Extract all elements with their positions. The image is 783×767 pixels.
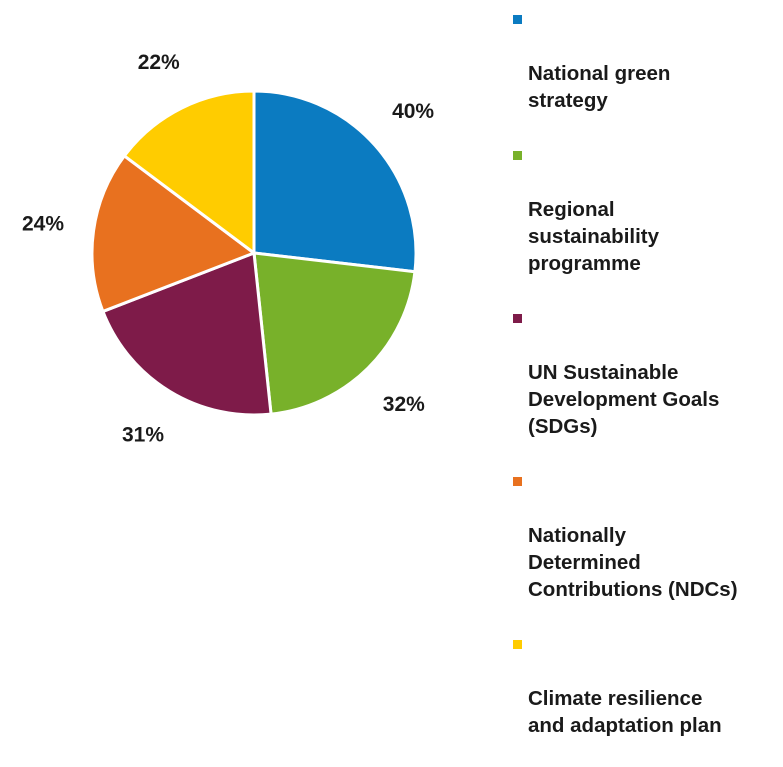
slice-data-label: 40% [392, 100, 434, 123]
legend-swatch-maroon [513, 314, 522, 323]
legend-label: UN Sustainable Development Goals (SDGs) [528, 361, 719, 438]
legend-item-climate-resilience: Climate resilience and adaptation plan [513, 631, 781, 739]
legend-item-regional-sustainability-programme: Regional sustainability programme [513, 142, 781, 277]
legend-swatch-green [513, 151, 522, 160]
legend-label: Climate resilience and adaptation plan [528, 687, 722, 737]
slice-data-label: 32% [383, 393, 425, 416]
legend-label: Regional sustainability programme [528, 198, 659, 275]
legend-label: National green strategy [528, 62, 670, 112]
chart-legend: National green strategy Regional sustain… [513, 6, 781, 767]
legend-swatch-yellow [513, 640, 522, 649]
legend-item-national-green-strategy: National green strategy [513, 6, 781, 114]
legend-swatch-orange [513, 477, 522, 486]
pie-slice-green [254, 253, 415, 414]
legend-label: Nationally Determined Contributions (NDC… [528, 524, 738, 601]
legend-item-un-sdgs: UN Sustainable Development Goals (SDGs) [513, 305, 781, 440]
slice-data-label: 24% [22, 212, 64, 235]
legend-swatch-blue [513, 15, 522, 24]
pie-chart: 40% 32% 31% 24% 22% National green strategy … [0, 0, 783, 535]
legend-item-ndcs: Nationally Determined Contributions (NDC… [513, 468, 781, 603]
slice-data-label: 22% [138, 51, 180, 74]
slice-data-label: 31% [122, 423, 164, 446]
